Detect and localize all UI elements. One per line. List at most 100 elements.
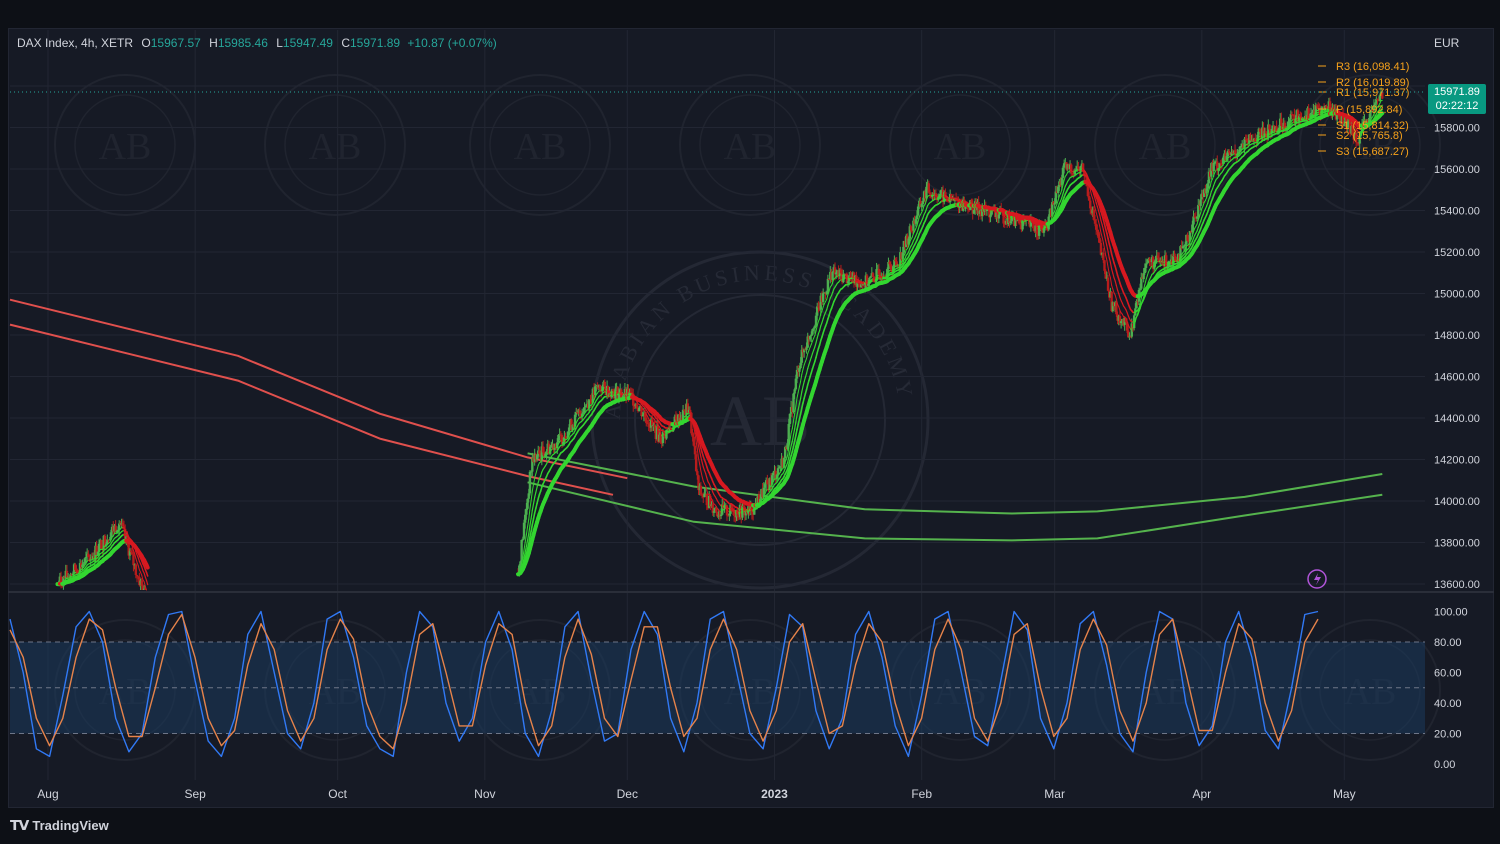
- watermark-inner-ring: [909, 94, 1011, 196]
- symbol-name[interactable]: DAX Index, 4h, XETR: [17, 36, 134, 50]
- candle-body: [895, 261, 898, 265]
- candle-body: [1184, 244, 1187, 247]
- ema-fast: [137, 565, 140, 571]
- candle-body: [1359, 131, 1363, 136]
- ema-fast: [134, 553, 137, 559]
- candle-body: [1368, 118, 1371, 124]
- candle-body: [805, 347, 808, 350]
- ema-medium-fast: [144, 576, 148, 582]
- ema-medium-fast: [1101, 224, 1104, 231]
- candle-body: [526, 498, 529, 509]
- ema-medium: [533, 507, 537, 514]
- candle-body: [1014, 215, 1017, 227]
- ema-fast: [809, 343, 812, 348]
- candle-body: [859, 284, 863, 287]
- watermark-inner-ring: [699, 94, 801, 196]
- candle-body: [808, 335, 812, 340]
- ema-medium-fast: [536, 481, 539, 488]
- candle-body: [598, 384, 602, 389]
- ema-fast: [1146, 271, 1149, 277]
- ema-fast: [1352, 126, 1355, 130]
- candle-body: [856, 281, 859, 287]
- ema-fast: [916, 220, 919, 227]
- alert-icon[interactable]: [1307, 569, 1327, 589]
- candle-body: [1104, 270, 1107, 279]
- candle-body: [1173, 255, 1176, 257]
- ema-fast: [1061, 184, 1064, 191]
- candle-body: [584, 406, 587, 408]
- ema-medium-fast: [1109, 261, 1113, 270]
- candle-body: [1219, 162, 1223, 164]
- candle-body: [694, 454, 698, 472]
- candle-body: [123, 528, 127, 540]
- candle-body: [1275, 126, 1278, 133]
- candle-body: [1074, 169, 1078, 171]
- ema-medium-fast: [1209, 191, 1212, 197]
- candle-body: [1092, 209, 1096, 220]
- ema-fast: [925, 195, 929, 201]
- tradingview-logo[interactable]: 𝗧𝗩 TradingView: [10, 817, 109, 834]
- candle-body: [1103, 260, 1106, 271]
- candle-body: [1102, 252, 1105, 261]
- legend-header: DAX Index, 4h, XETR O15967.57 H15985.46 …: [17, 36, 497, 50]
- ema-fast: [132, 549, 136, 555]
- ema-medium-fast: [540, 471, 543, 477]
- ema-fast: [1090, 194, 1094, 199]
- candle-body: [901, 252, 904, 260]
- candle-body: [1236, 153, 1239, 157]
- last-price-tag: 15971.89 02:22:12: [1428, 84, 1486, 114]
- candle-body: [1239, 145, 1243, 147]
- ema-medium-fast: [916, 229, 919, 234]
- ema-medium-fast: [821, 318, 824, 324]
- stochastic-lines: [9, 610, 1319, 758]
- ema-medium: [787, 459, 791, 466]
- candle-body: [1086, 186, 1090, 196]
- currency-label[interactable]: EUR: [1434, 36, 1460, 50]
- ema-fast: [136, 561, 139, 567]
- ema-medium-fast: [1102, 228, 1106, 236]
- candle-body: [527, 493, 530, 499]
- candle-body: [688, 409, 692, 413]
- ema-fast: [1092, 197, 1095, 204]
- ema-medium-fast: [807, 364, 810, 370]
- candle-body: [603, 381, 606, 387]
- ema-fast: [790, 428, 793, 434]
- candle-body: [82, 563, 85, 565]
- candle-body: [778, 467, 781, 469]
- ema-medium-fast: [701, 461, 704, 468]
- ema-fast: [1106, 259, 1109, 268]
- ema-fast: [1062, 179, 1065, 186]
- ema-fast: [536, 464, 539, 471]
- candle-body: [770, 475, 774, 485]
- candle-body: [1256, 134, 1259, 142]
- ema-fast: [1193, 227, 1196, 233]
- ema-fast: [902, 255, 905, 261]
- candle-body: [1287, 121, 1290, 128]
- candle-body: [799, 362, 802, 369]
- ema-fast: [144, 585, 148, 591]
- candle-body: [1097, 231, 1100, 239]
- candle-body: [570, 419, 573, 431]
- ema-fast: [792, 413, 796, 422]
- watermark-inner-ring: [1319, 94, 1421, 196]
- candle-body: [1070, 164, 1073, 173]
- candle-body: [715, 508, 718, 512]
- candle-body: [645, 417, 648, 424]
- ema-medium-fast: [804, 372, 808, 379]
- candle-body: [571, 425, 574, 431]
- ema-medium-fast: [1096, 205, 1100, 212]
- candle-body: [1369, 110, 1372, 119]
- candle-body: [1129, 336, 1132, 338]
- watermark-inner-ring: [74, 94, 176, 196]
- candle-body: [108, 539, 111, 541]
- candle-body: [1017, 220, 1021, 224]
- candle-body: [1096, 229, 1099, 232]
- candle-body: [1119, 321, 1123, 324]
- ema-fast: [1095, 212, 1098, 218]
- ema-medium-fast: [1063, 185, 1066, 191]
- candle-body: [1230, 152, 1233, 155]
- candle-body: [1089, 200, 1092, 209]
- ema-medium: [798, 413, 802, 420]
- ema-fast: [1133, 320, 1136, 326]
